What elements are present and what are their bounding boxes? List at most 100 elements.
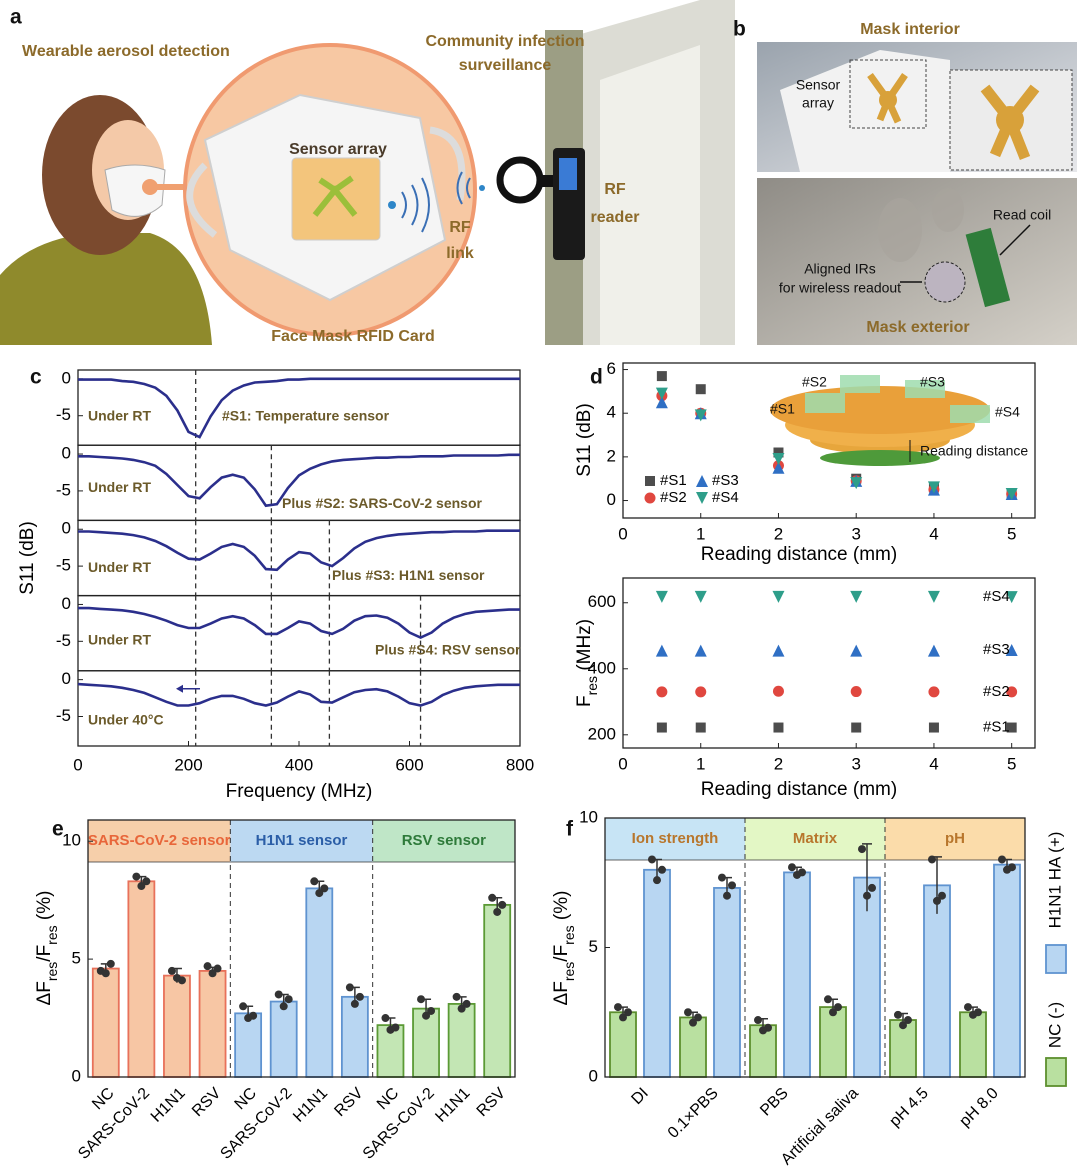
replicate-point: [386, 1025, 395, 1034]
rf-waves: [401, 177, 430, 233]
y-axis-label-part: ΔF: [34, 981, 55, 1005]
x-tick-label: DI: [628, 1085, 651, 1108]
x-tick-label: 1: [696, 524, 705, 543]
point: [1006, 722, 1017, 733]
point: [927, 590, 940, 603]
x-tick-label: 4: [929, 524, 938, 543]
rf-dot-reader: [479, 185, 485, 191]
annotation: Under RT: [88, 559, 151, 575]
point: [772, 590, 785, 603]
point: [695, 722, 706, 733]
caption: Wearable aerosol detection: [22, 43, 230, 60]
bar: [679, 1016, 707, 1078]
bar: [923, 884, 951, 1078]
shadow: [878, 198, 922, 262]
legend-marker: [645, 476, 655, 486]
replicate-point: [381, 1014, 390, 1023]
replicate-point: [754, 1016, 762, 1025]
bar: [127, 880, 156, 1078]
replicate-point: [106, 959, 115, 968]
x-tick-label: 2: [774, 524, 783, 543]
point: [1005, 487, 1018, 500]
header-band: [88, 820, 231, 862]
point: [695, 384, 706, 395]
x-tick-label: 5: [1007, 754, 1016, 773]
y-axis-label-part: /F: [551, 945, 572, 962]
annotation: Under 40°C: [88, 712, 164, 728]
legend-label: H1N1 HA (+): [1045, 832, 1064, 929]
sensor-pattern: [312, 175, 358, 217]
y-tick-label: -5: [56, 631, 71, 650]
replicate-point: [422, 1011, 431, 1020]
replicate-point: [488, 893, 497, 902]
replicate-point: [718, 873, 726, 882]
y-tick-label: 0: [62, 594, 71, 613]
arrow: [999, 224, 1031, 256]
panel-label: f: [566, 818, 574, 841]
y-tick-label: 0: [62, 444, 71, 463]
series-label: #S2: [983, 683, 1010, 700]
y-tick-label: 0: [62, 669, 71, 688]
legend-label: #S3: [712, 472, 739, 489]
legend-label: #S1: [660, 472, 687, 489]
read-coil-pcb: [965, 227, 1011, 308]
bar: [959, 1011, 987, 1078]
x-tick-label: NC: [89, 1085, 117, 1113]
x-tick-label: 4: [929, 754, 938, 773]
replicate-point: [824, 995, 832, 1004]
x-tick-label: 0.1×PBS: [665, 1085, 722, 1142]
replicate-point: [658, 865, 666, 874]
point: [928, 686, 940, 698]
y-tick-label: 6: [607, 359, 616, 378]
replicate-point: [689, 1018, 697, 1027]
point: [656, 722, 667, 733]
bar: [234, 1012, 263, 1078]
y-axis-label-part: (%): [551, 891, 572, 926]
replicate-point: [203, 962, 212, 971]
x-axis-label: Frequency (MHz): [226, 781, 373, 802]
caption: Read coil: [993, 207, 1051, 223]
point: [655, 644, 668, 657]
x-tick-label: 0: [73, 755, 82, 774]
replicate-point: [653, 876, 661, 885]
person-mask: [104, 164, 166, 217]
inset-sensor: [805, 393, 845, 413]
sensor-card: [291, 157, 381, 241]
replicate-point: [142, 877, 151, 886]
inset-sensor: [905, 380, 945, 398]
point: [695, 686, 707, 698]
door-inner: [600, 45, 700, 345]
replicate-point: [788, 863, 796, 872]
y-tick-label: -5: [56, 556, 71, 575]
x-tick-label: H1N1: [290, 1085, 331, 1126]
mask-photo: [780, 50, 950, 172]
replicate-point: [648, 855, 656, 864]
series-label: #S4: [983, 588, 1010, 605]
replicate-point: [101, 969, 110, 978]
replicate-point: [969, 1010, 977, 1019]
y-axis-label-part: (%): [34, 891, 55, 926]
replicate-point: [457, 1004, 466, 1013]
point: [656, 371, 667, 382]
point: [850, 686, 862, 698]
bar: [340, 995, 369, 1078]
point: [773, 722, 784, 733]
point: [851, 722, 862, 733]
caption: Mask exterior: [866, 319, 969, 336]
x-tick-label: pH 4.5: [886, 1085, 931, 1130]
x-tick-label: pH 8.0: [956, 1085, 1001, 1130]
caption: Sensor array: [289, 141, 387, 158]
replicate-point: [239, 1002, 248, 1011]
sensor-photo: [867, 72, 908, 124]
replicate-point: [684, 1008, 692, 1017]
x-tick-label: 3: [851, 524, 860, 543]
group-title: Matrix: [793, 830, 838, 847]
series-label: #S1: [983, 719, 1010, 736]
bar: [91, 967, 120, 1078]
caption: RF: [604, 181, 626, 198]
annotation: #S1: Temperature sensor: [222, 408, 390, 424]
x-tick-label: RSV: [474, 1085, 510, 1121]
y-axis-label-part: S11 (dB): [574, 403, 595, 477]
panel-a: a Wearable aerosol detection Community i…: [0, 0, 735, 345]
ear-loops: [186, 126, 466, 238]
